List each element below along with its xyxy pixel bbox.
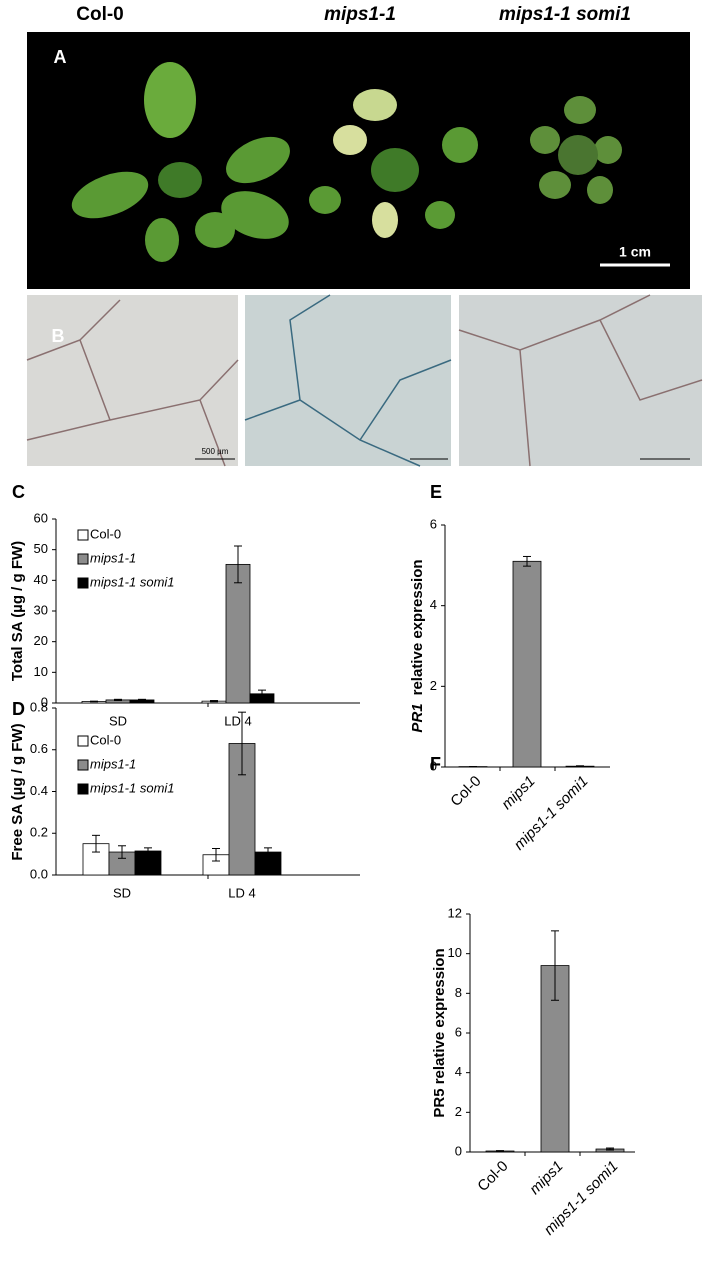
plant-mips1-somi1	[530, 96, 622, 204]
y-tick-label: 2	[455, 1104, 462, 1119]
y-tick-label: 6	[455, 1024, 462, 1039]
x-tick-label: SD	[113, 885, 131, 900]
y-axis-label: PR1 relative expression	[409, 559, 426, 732]
y-axis-label: PR5 relative expression	[431, 948, 448, 1117]
bar	[134, 850, 162, 876]
y-tick-label: 0.6	[30, 741, 48, 756]
scale-label: 1 cm	[619, 244, 651, 260]
y-axis-label-gene: PR1	[409, 703, 426, 732]
x-tick-label: Col-0	[447, 773, 484, 810]
y-tick-label: 50	[34, 541, 48, 556]
column-header: Col-0	[76, 4, 124, 25]
legend-label: mips1-1	[90, 550, 136, 565]
y-tick-label: 12	[448, 905, 462, 920]
plant-mips1	[309, 89, 478, 238]
y-axis-label: Free SA (µg / g FW)	[9, 723, 26, 860]
panel-label: C	[12, 482, 25, 502]
bar	[225, 563, 251, 704]
y-tick-label: 0	[455, 1143, 462, 1158]
panel-label: D	[12, 699, 25, 719]
photo-b2	[245, 295, 451, 466]
panel-label: A	[54, 47, 67, 67]
column-header: mips1-1 somi1	[499, 4, 631, 25]
y-tick-label: 10	[448, 945, 462, 960]
photo-b1	[27, 295, 238, 466]
panel-label: F	[430, 754, 441, 774]
y-tick-label: 0	[430, 758, 437, 773]
bar	[512, 560, 542, 768]
legend-label: Col-0	[90, 526, 121, 541]
panel-label: B	[52, 326, 65, 346]
y-tick-label: 30	[34, 602, 48, 617]
x-tick-label: Col-0	[474, 1158, 511, 1195]
x-tick-label: mips1	[526, 1158, 566, 1198]
photo-b3	[459, 295, 702, 466]
legend-swatch	[77, 735, 89, 747]
y-tick-label: 10	[34, 664, 48, 679]
y-tick-label: 20	[34, 633, 48, 648]
legend-swatch	[77, 529, 89, 541]
x-tick-label: SD	[109, 713, 127, 728]
plant-col0	[71, 62, 290, 262]
scale-label: 500 µm	[202, 447, 229, 456]
y-tick-label: 0	[41, 694, 48, 709]
x-tick-label: LD 4	[228, 885, 255, 900]
panel-label: E	[430, 482, 442, 502]
y-tick-label: 6	[430, 516, 437, 531]
y-axis-label: Total SA (µg / g FW)	[9, 541, 26, 681]
y-tick-label: 4	[430, 597, 437, 612]
y-tick-label: 60	[34, 510, 48, 525]
y-tick-label: 40	[34, 572, 48, 587]
y-tick-label: 0.4	[30, 783, 48, 798]
legend-label: Col-0	[90, 732, 121, 747]
y-tick-label: 2	[430, 678, 437, 693]
legend-label: mips1-1 somi1	[90, 780, 175, 795]
legend-label: mips1-1	[90, 756, 136, 771]
y-tick-label: 0.0	[30, 866, 48, 881]
leaf-veins	[26, 294, 703, 467]
legend-label: mips1-1 somi1	[90, 574, 175, 589]
legend-swatch	[77, 783, 89, 795]
y-tick-label: 0.2	[30, 825, 48, 840]
column-header: mips1-1	[324, 4, 396, 25]
y-tick-label: 4	[455, 1064, 462, 1079]
legend-swatch	[77, 759, 89, 771]
legend-swatch	[77, 553, 89, 565]
y-tick-label: 8	[455, 985, 462, 1000]
y-axis-label-text: relative expression	[409, 559, 426, 695]
y-tick-label: 0.8	[30, 699, 48, 714]
x-tick-label: mips1	[498, 773, 538, 813]
x-tick-label: LD 4	[224, 713, 251, 728]
legend-swatch	[77, 577, 89, 589]
